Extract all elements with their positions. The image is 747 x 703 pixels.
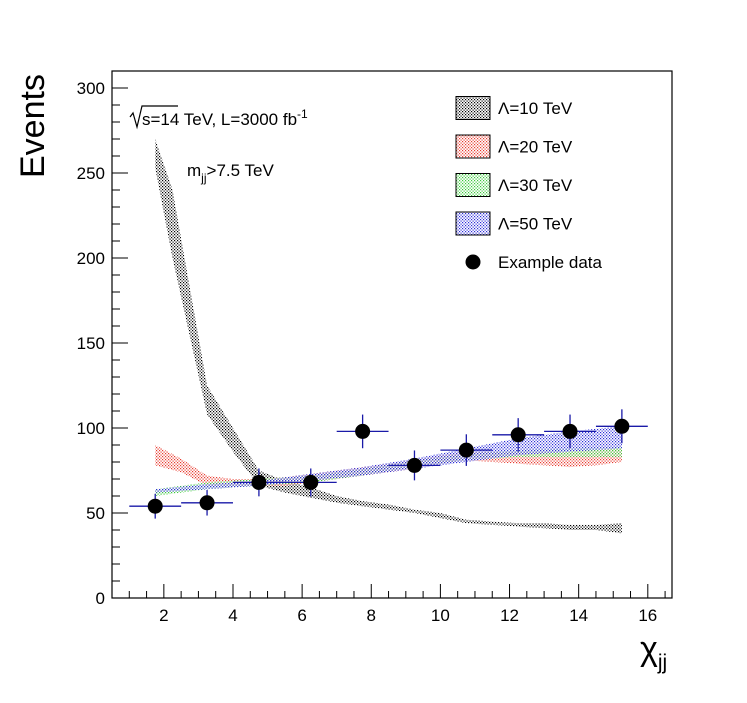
- y-tick-label: 300: [77, 79, 105, 98]
- data-point: [614, 418, 630, 434]
- legend-marker: [465, 254, 481, 270]
- legend-swatch: [455, 211, 491, 236]
- data-point: [562, 423, 578, 439]
- y-tick-label: 150: [77, 334, 105, 353]
- x-tick-label: 2: [159, 606, 168, 625]
- data-point: [406, 457, 422, 473]
- data-point: [510, 427, 526, 443]
- legend-label: Λ=50 TeV: [498, 215, 573, 234]
- energy-annotation-text: s=14 TeV, L=3000 fb-1: [142, 107, 308, 129]
- x-axis-title: χjj: [640, 630, 667, 674]
- data-point: [199, 495, 215, 511]
- legend-label: Λ=30 TeV: [498, 176, 573, 195]
- x-tick-label: 12: [500, 606, 519, 625]
- data-point: [303, 474, 319, 490]
- data-point: [458, 442, 474, 458]
- y-tick-label: 200: [77, 249, 105, 268]
- legend-entry: Λ=20 TeV: [455, 134, 573, 159]
- data-point: [251, 474, 267, 490]
- legend-entry: Λ=50 TeV: [455, 211, 573, 236]
- legend-label: Λ=20 TeV: [498, 138, 573, 157]
- legend-label: Λ=10 TeV: [498, 99, 573, 118]
- legend-swatch: [455, 134, 491, 159]
- sqrt-icon: [129, 105, 178, 130]
- band-lambda-50-tev: [155, 426, 622, 493]
- plot-frame: [111, 70, 673, 599]
- legend: Λ=10 TeV Λ=20 TeV Λ=30 TeV Λ=50 TeV Example …: [455, 96, 602, 272]
- y-axis-title: Events: [14, 74, 52, 178]
- legend-entry: Example data: [465, 253, 602, 272]
- legend-entry: Λ=10 TeV: [455, 96, 573, 120]
- legend-swatch: [455, 96, 491, 120]
- x-tick-label: 10: [431, 606, 450, 625]
- legend-entry: Λ=30 TeV: [455, 173, 573, 197]
- x-tick-label: 6: [297, 606, 306, 625]
- x-tick-label: 14: [569, 606, 588, 625]
- y-tick-label: 0: [96, 589, 105, 608]
- y-tick-label: 250: [77, 164, 105, 183]
- energy-annotation: s=14 TeV, L=3000 fb-1: [129, 105, 308, 130]
- data-point: [355, 423, 371, 439]
- legend-swatch: [455, 173, 491, 197]
- x-tick-label: 4: [228, 606, 237, 625]
- axis-ticks: [112, 87, 666, 599]
- y-tick-label: 100: [77, 419, 105, 438]
- x-tick-label: 16: [638, 606, 657, 625]
- y-tick-label: 50: [86, 504, 105, 523]
- legend-label: Example data: [498, 253, 602, 272]
- x-tick-label: 8: [367, 606, 376, 625]
- band-lambda-10-tev: [155, 139, 622, 534]
- axis-tick-labels: 2 4 6 8 10 12 14 16 0 50 100 150 200 250 300: [77, 79, 658, 625]
- mass-cut-annotation: mjj>7.5 TeV: [187, 161, 274, 185]
- bands-layer: [155, 139, 622, 534]
- data-points-layer: [129, 409, 648, 519]
- data-point: [147, 498, 163, 514]
